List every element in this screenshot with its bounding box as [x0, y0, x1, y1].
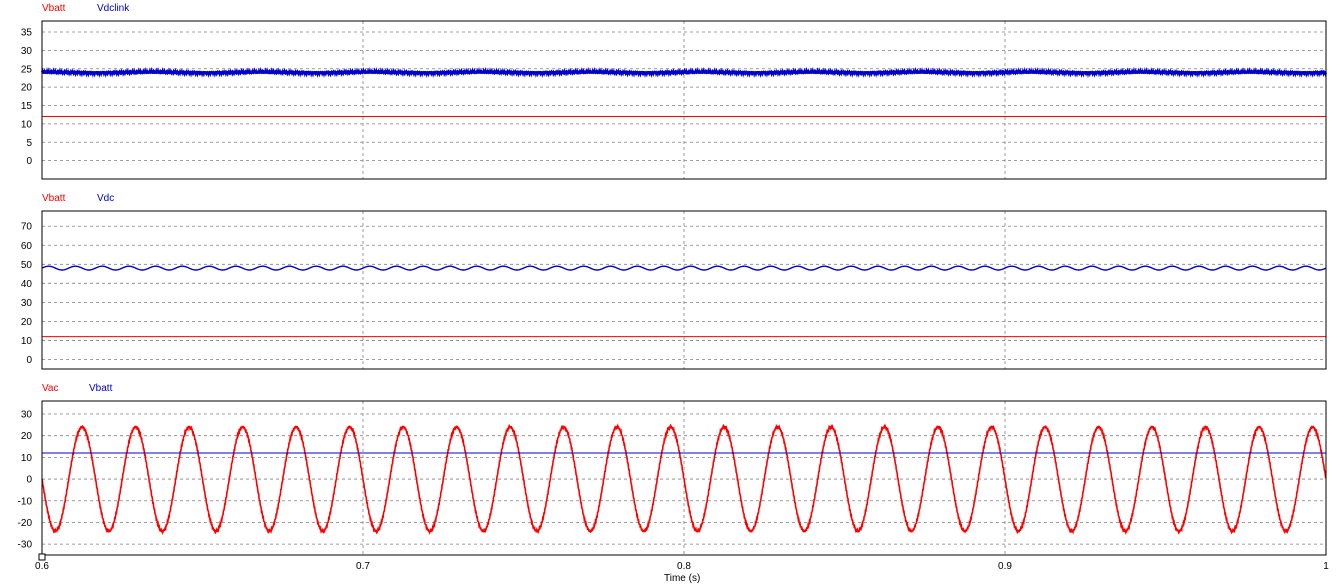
y-tick-label: 10 [21, 453, 33, 464]
y-tick-label: 10 [21, 119, 33, 130]
cursor-marker [39, 554, 45, 560]
y-tick-label: -30 [18, 540, 33, 551]
y-tick-label: 20 [21, 431, 33, 442]
x-tick-label: 0.8 [677, 561, 691, 572]
y-tick-label: -10 [18, 496, 33, 507]
legend-label: Vdc [97, 193, 114, 204]
y-tick-label: 30 [21, 46, 33, 57]
x-tick-label: 0.9 [998, 561, 1012, 572]
y-tick-label: 40 [21, 279, 33, 290]
y-tick-label: 35 [21, 28, 33, 39]
series-vdclink-line [42, 71, 1326, 74]
panel3-legend-1: Vac [42, 383, 59, 395]
panel1-legend-2: Vdclink [97, 3, 129, 15]
legend-label: Vbatt [42, 3, 65, 14]
legend-label: Vac [42, 383, 59, 394]
x-tick-label: 0.6 [35, 561, 49, 572]
legend-label: Vbatt [89, 383, 112, 394]
y-tick-label: 20 [21, 83, 33, 94]
x-tick-label: 0.7 [356, 561, 370, 572]
y-tick-label: 0 [26, 475, 32, 486]
panel3-legend-2: Vbatt [89, 383, 112, 395]
panel2-legend-2: Vdc [97, 193, 114, 205]
legend-label: Vbatt [42, 193, 65, 204]
x-tick-label: 1 [1323, 561, 1329, 572]
y-tick-label: 30 [21, 298, 33, 309]
y-tick-label: 25 [21, 64, 33, 75]
panel2-legend-1: Vbatt [42, 193, 65, 205]
y-tick-label: 0 [26, 355, 32, 366]
y-tick-label: 20 [21, 317, 33, 328]
y-tick-label: 15 [21, 101, 33, 112]
y-tick-label: 50 [21, 260, 33, 271]
y-tick-label: 0 [26, 156, 32, 167]
legend-label: Vdclink [97, 3, 129, 14]
y-tick-label: 70 [21, 222, 33, 233]
y-tick-label: 10 [21, 336, 33, 347]
panel1-legend-1: Vbatt [42, 3, 65, 15]
y-tick-label: 30 [21, 410, 33, 421]
y-tick-label: -20 [18, 518, 33, 529]
x-axis-label: Time (s) [664, 573, 700, 585]
y-tick-label: 5 [26, 138, 32, 149]
y-tick-label: 60 [21, 241, 33, 252]
